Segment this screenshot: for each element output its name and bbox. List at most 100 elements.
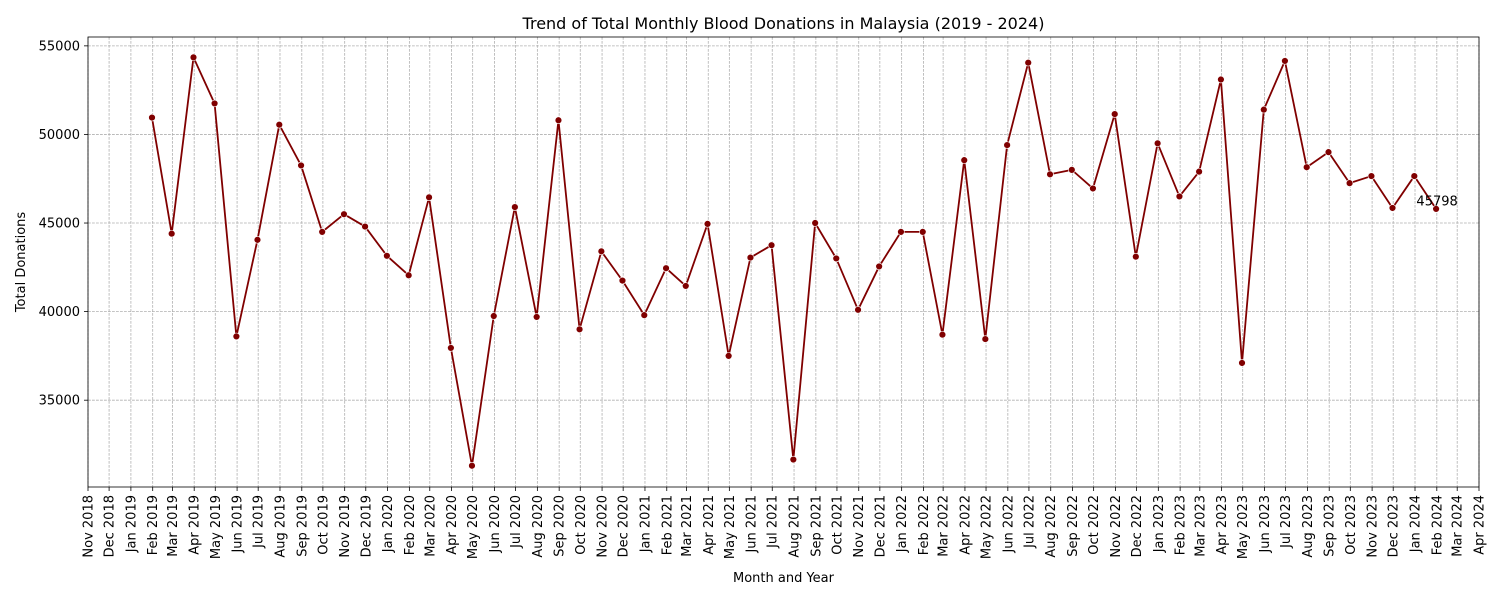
- y-tick-label: 35000: [39, 394, 80, 409]
- x-axis-label: Month and Year: [733, 571, 835, 586]
- data-point: [1388, 204, 1397, 212]
- last-value-annotation: 45798: [1416, 194, 1457, 209]
- x-tick-label: Nov 2019: [338, 495, 353, 558]
- grid: [87, 37, 1480, 487]
- data-point: [1153, 139, 1162, 147]
- y-tick-label: 55000: [39, 39, 80, 54]
- x-tick-label: Jan 2020: [381, 495, 396, 553]
- data-point: [468, 462, 476, 470]
- x-tick-label: Oct 2020: [574, 495, 589, 555]
- x-tick-label: Jun 2023: [1258, 495, 1273, 554]
- x-tick-label: Nov 2020: [596, 495, 611, 558]
- y-axis-label: Total Donations: [14, 212, 29, 314]
- x-tick-label: Dec 2021: [873, 495, 888, 557]
- chart-title: Trend of Total Monthly Blood Donations i…: [522, 14, 1045, 33]
- x-tick-label: May 2021: [723, 495, 738, 559]
- x-tick-label: Sep 2020: [553, 495, 568, 557]
- y-tick-label: 50000: [39, 128, 80, 143]
- x-tick-label: Mar 2024: [1451, 495, 1466, 557]
- data-point: [575, 325, 584, 334]
- x-tick-label: Jul 2020: [509, 495, 524, 549]
- x-tick-label: Apr 2023: [1215, 495, 1230, 555]
- data-point: [789, 455, 798, 464]
- x-tick-label: Apr 2020: [445, 495, 460, 555]
- x-tick-label: Jul 2023: [1279, 495, 1294, 549]
- x-tick-label: Jul 2021: [766, 495, 781, 549]
- data-point: [724, 352, 733, 360]
- x-tick-label: Mar 2021: [680, 495, 695, 557]
- data-point: [767, 241, 776, 249]
- x-tick-label: Jun 2019: [231, 495, 246, 554]
- x-tick-label: Mar 2022: [937, 495, 952, 557]
- x-tick-label: May 2023: [1236, 495, 1251, 559]
- x-tick-label: May 2020: [466, 495, 481, 559]
- x-tick-label: Feb 2019: [146, 495, 161, 555]
- x-tick-label: Apr 2021: [702, 495, 717, 555]
- x-tick-label: Nov 2018: [82, 495, 97, 558]
- x-tick-label: May 2022: [980, 495, 995, 559]
- x-axis: Nov 2018 Dec 2018 Jan 2019 Feb 2019 Mar 2019…: [82, 487, 1488, 559]
- data-point: [361, 222, 369, 231]
- data-point: [1003, 141, 1011, 149]
- x-tick-label: Oct 2023: [1344, 495, 1359, 555]
- data-point: [189, 53, 198, 62]
- data-point: [447, 344, 455, 352]
- x-tick-label: Jan 2023: [1152, 495, 1167, 553]
- y-tick-label: 45000: [39, 217, 80, 232]
- x-tick-label: Nov 2021: [852, 495, 867, 558]
- data-point: [1281, 57, 1289, 65]
- series-layer: [148, 53, 1440, 470]
- x-tick-label: Dec 2019: [359, 495, 374, 557]
- data-point: [554, 116, 563, 124]
- data-point: [875, 262, 883, 271]
- x-tick-label: Jun 2021: [745, 495, 760, 554]
- data-point: [340, 210, 348, 218]
- x-tick-label: Feb 2020: [403, 495, 418, 555]
- x-tick-label: May 2019: [209, 495, 224, 559]
- data-point: [1345, 179, 1354, 187]
- x-tick-label: Jan 2024: [1409, 495, 1424, 553]
- y-tick-label: 40000: [39, 305, 80, 320]
- data-point: [490, 312, 498, 320]
- data-point: [1303, 163, 1311, 171]
- x-tick-label: Jul 2022: [1022, 495, 1037, 549]
- data-point: [210, 99, 219, 108]
- x-tick-label: Feb 2021: [660, 495, 675, 555]
- x-tick-label: Mar 2019: [166, 495, 181, 557]
- data-point: [1238, 359, 1246, 367]
- x-tick-label: Feb 2022: [917, 495, 932, 555]
- data-point: [597, 247, 606, 256]
- x-tick-label: Jan 2019: [124, 495, 139, 553]
- data-point: [640, 311, 648, 319]
- data-point: [383, 252, 391, 260]
- x-tick-label: Aug 2022: [1044, 495, 1059, 558]
- x-tick-label: Jan 2022: [895, 495, 910, 553]
- x-tick-label: Feb 2024: [1430, 495, 1445, 555]
- x-tick-label: Apr 2024: [1473, 495, 1488, 555]
- data-point: [167, 229, 176, 238]
- data-point: [297, 161, 305, 170]
- data-point: [1089, 184, 1097, 193]
- data-point: [404, 271, 413, 279]
- data-point: [511, 203, 519, 211]
- x-tick-label: Dec 2022: [1130, 495, 1145, 557]
- x-tick-label: Aug 2019: [273, 495, 288, 558]
- data-point: [832, 254, 840, 263]
- data-point: [1432, 205, 1440, 213]
- x-tick-label: Oct 2021: [830, 495, 845, 555]
- data-point: [1132, 252, 1140, 261]
- data-point: [811, 219, 819, 227]
- data-point: [682, 282, 690, 290]
- data-point: [1260, 105, 1268, 114]
- x-tick-label: Sep 2021: [809, 495, 824, 557]
- data-point: [662, 264, 670, 272]
- x-tick-label: Sep 2022: [1066, 495, 1081, 557]
- x-tick-label: Mar 2020: [423, 495, 438, 557]
- data-point: [148, 113, 156, 122]
- data-point: [1324, 148, 1333, 156]
- x-tick-label: Nov 2022: [1109, 495, 1124, 558]
- x-tick-label: Aug 2020: [531, 495, 546, 558]
- data-point: [960, 156, 968, 164]
- data-point: [232, 332, 241, 341]
